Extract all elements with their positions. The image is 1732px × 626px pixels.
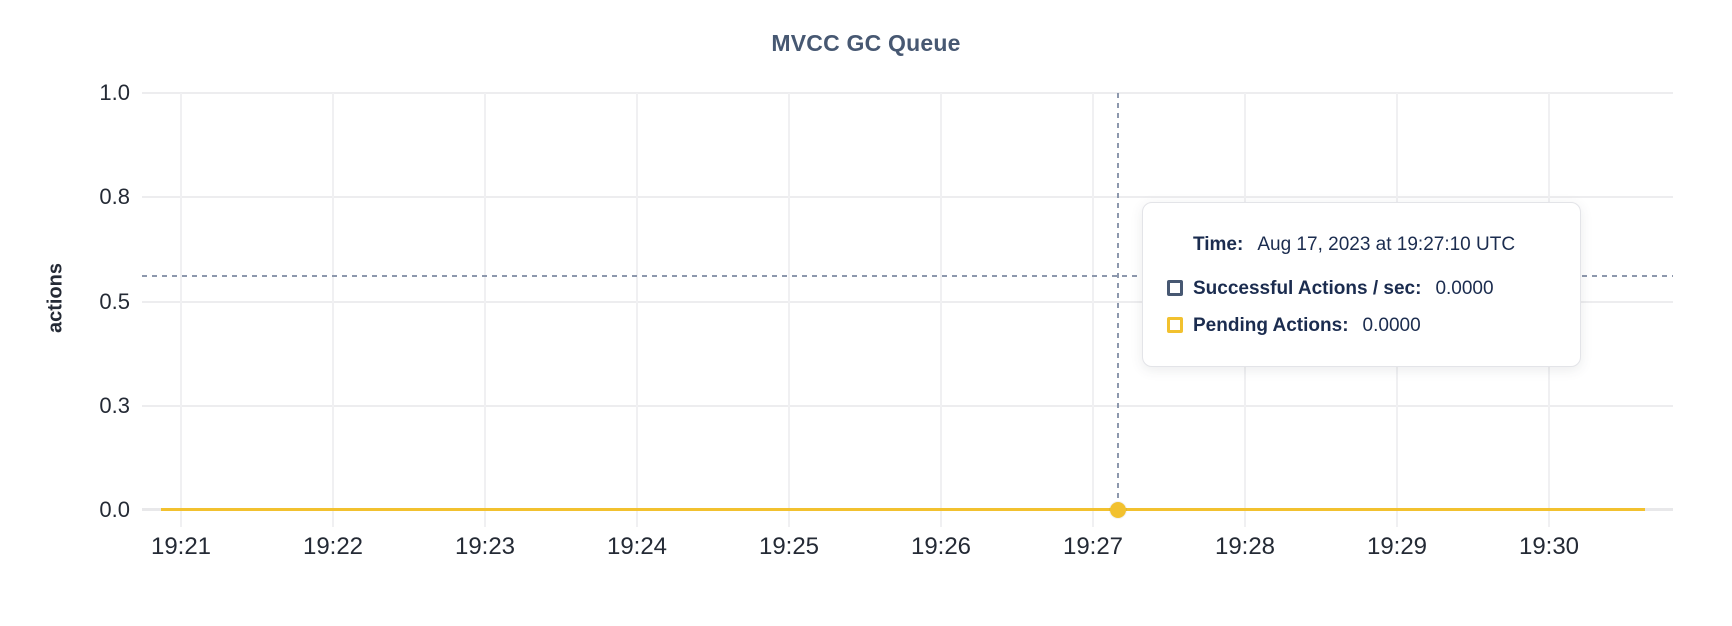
y-tick-label: 1.0	[99, 80, 130, 105]
gridline-vertical	[940, 93, 942, 527]
y-tick-label: 0.5	[99, 288, 130, 314]
y-tick-label: 0.3	[99, 392, 130, 418]
pending-actions-legend-swatch-icon	[1167, 317, 1183, 333]
tooltip-time-value: Aug 17, 2023 at 19:27:10 UTC	[1257, 234, 1516, 255]
x-tick-label: 19:29	[1366, 533, 1428, 560]
x-tick-label: 19:28	[1214, 533, 1276, 560]
zero-line-right-stub	[1645, 508, 1673, 511]
y-tick-label: 0.8	[99, 184, 130, 210]
gridline-vertical	[180, 93, 182, 527]
successful-actions-value: 0.0000	[1435, 278, 1494, 299]
y-tick-label: 0.0	[99, 497, 130, 522]
gridline-vertical	[332, 93, 334, 527]
pending-actions-value: 0.0000	[1362, 315, 1421, 336]
x-tick-label: 19:21	[150, 533, 212, 560]
x-tick-label: 19:25	[758, 533, 820, 560]
hover-point-dot	[1110, 502, 1127, 518]
x-tick-label: 19:22	[302, 533, 364, 560]
gridline-vertical	[1092, 93, 1094, 527]
gridline-vertical	[636, 93, 638, 527]
gridline-horizontal	[142, 92, 1673, 94]
gridline-vertical	[788, 93, 790, 527]
x-tick-label: 19:30	[1518, 533, 1580, 560]
zero-line-left-stub	[142, 508, 161, 511]
gridline-vertical	[484, 93, 486, 527]
gridline-horizontal	[142, 300, 1673, 303]
tooltip-series-text: Pending Actions: 0.0000	[1193, 313, 1421, 339]
successful-actions-legend-swatch-icon	[1167, 280, 1183, 296]
gridline-horizontal	[142, 196, 1673, 199]
tooltip-time-row: Time: Aug 17, 2023 at 19:27:10 UTC	[1193, 232, 1515, 258]
tooltip-series-text: Successful Actions / sec: 0.0000	[1193, 276, 1494, 302]
x-tick-label: 19:23	[454, 533, 516, 560]
x-tick-label: 19:26	[910, 533, 972, 560]
tooltip-time-label: Time:	[1193, 234, 1244, 255]
pending-actions-line	[160, 508, 1646, 511]
x-tick-label: 19:24	[606, 533, 668, 560]
hover-tooltip: Time: Aug 17, 2023 at 19:27:10 UTC Succes…	[1142, 202, 1581, 367]
chart-title: MVCC GC Queue	[771, 30, 961, 56]
gridline-horizontal	[142, 404, 1673, 407]
x-tick-label: 19:27	[1062, 533, 1124, 560]
crosshair-vertical-line	[1117, 93, 1120, 506]
pending-actions-label: Pending Actions:	[1193, 315, 1349, 336]
crosshair-horizontal-line	[142, 275, 1673, 278]
successful-actions-label: Successful Actions / sec:	[1193, 278, 1422, 299]
